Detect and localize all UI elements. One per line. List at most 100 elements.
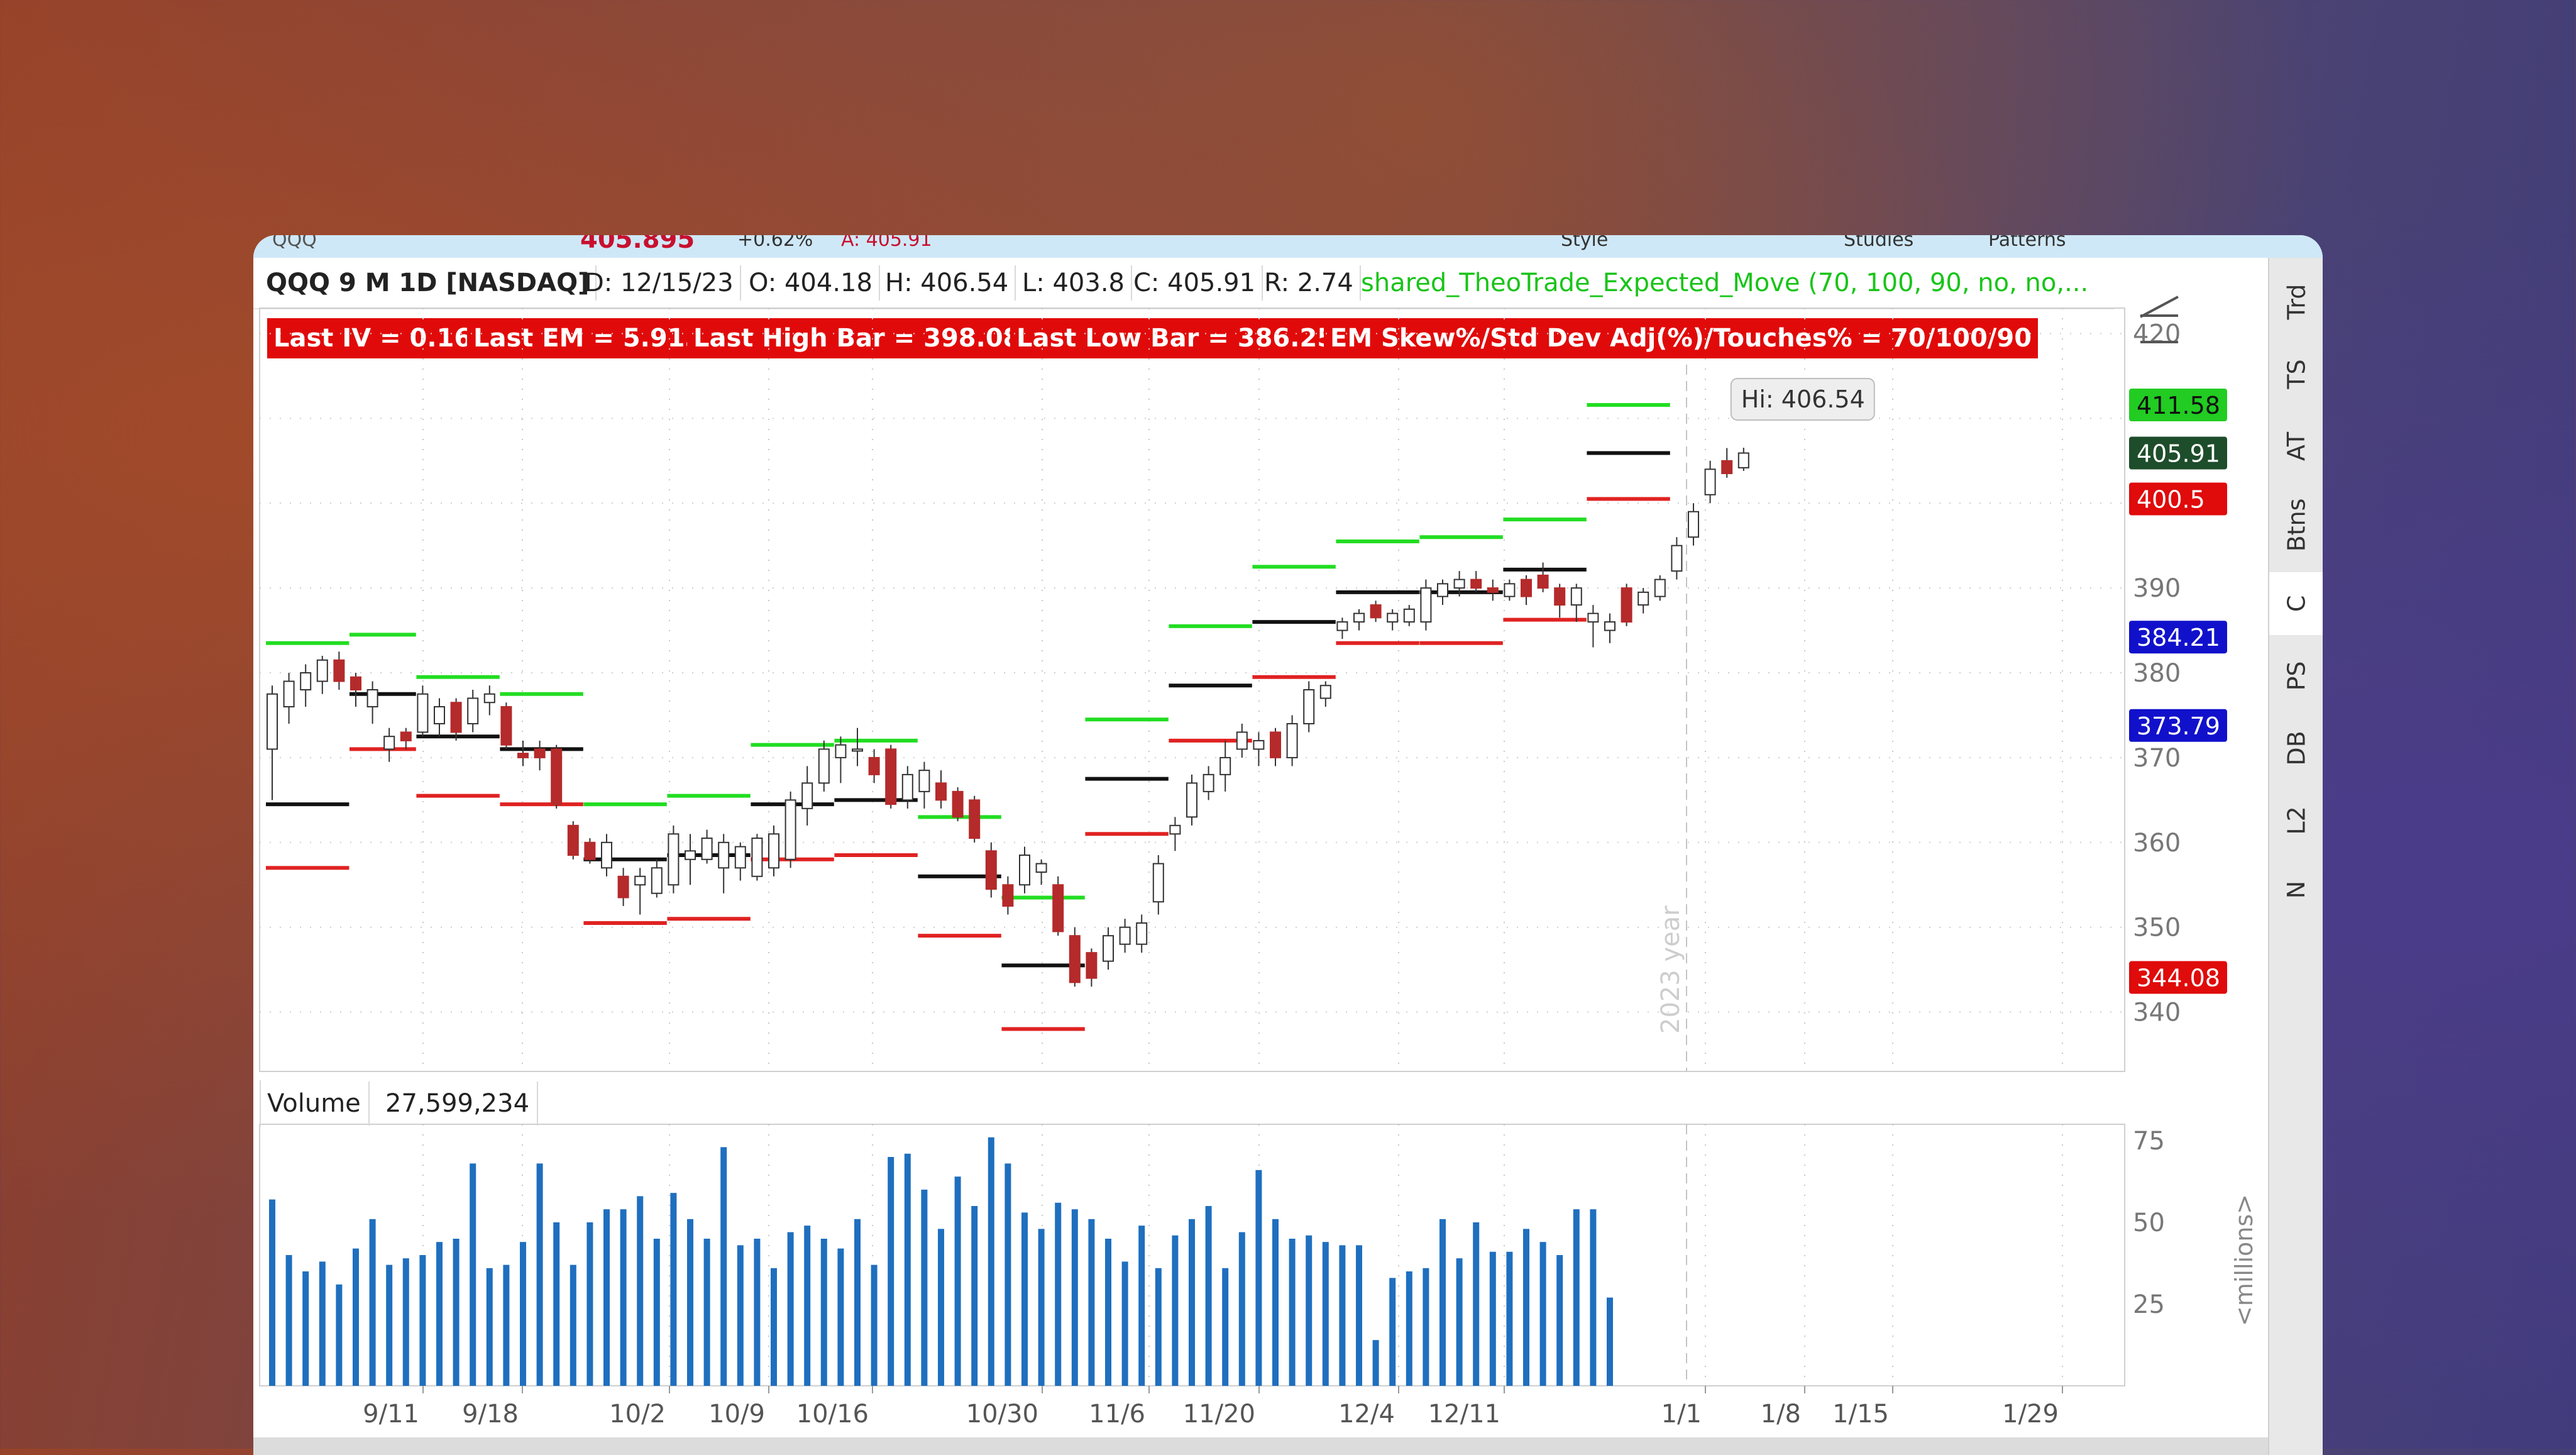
chart-canvas[interactable]: 9/11 9/18 10/2 10/9 10/16 10/30 11/6 11/20 12/4 1… (253, 235, 2268, 1455)
volume-bar (470, 1163, 476, 1386)
candle-body (333, 659, 345, 682)
tab-ts[interactable]: TS (2269, 343, 2323, 406)
price-badge-label: 400.5 (2137, 486, 2205, 514)
candle-body (1152, 863, 1164, 903)
volume-value: 27,599,234 (378, 1082, 539, 1126)
volume-bar (586, 1222, 593, 1386)
candle-body (734, 846, 746, 869)
x-tick-label: 10/16 (796, 1400, 869, 1429)
volume-bar (771, 1268, 777, 1386)
volume-bar (603, 1209, 610, 1386)
volume-bar (1356, 1245, 1362, 1386)
side-tabs: Trd TS AT Btns C PS DB L2 N (2268, 258, 2323, 1455)
price-badge-label: 344.08 (2137, 965, 2220, 992)
high-readout: H: 406.54 (879, 265, 1016, 301)
hi-tooltip (1730, 378, 1875, 421)
volume-label: Volume (260, 1082, 370, 1126)
candle-body (1453, 578, 1465, 589)
candle-body (1370, 604, 1382, 619)
candle-body (1671, 545, 1683, 572)
tab-db[interactable]: DB (2269, 717, 2323, 780)
candle-body (901, 773, 913, 801)
volume-tick-label: 50 (2133, 1209, 2165, 1237)
candle-body (1253, 739, 1265, 750)
x-tick-label: 12/11 (1428, 1400, 1500, 1429)
candle-body (483, 693, 495, 704)
tab-trd[interactable]: Trd (2269, 270, 2323, 333)
x-tick-label: 1/1 (1661, 1400, 1702, 1429)
tab-c[interactable]: C (2269, 572, 2323, 635)
candle-body (668, 833, 680, 886)
candle-body (1554, 587, 1566, 606)
candle-body (1654, 578, 1666, 597)
candle-body (417, 693, 429, 733)
x-tick-label: 1/8 (1761, 1400, 1801, 1429)
date-readout: D: 12/15/23 (578, 265, 741, 301)
horizontal-scrollbar[interactable] (253, 1437, 2268, 1455)
volume-bar (1189, 1219, 1195, 1386)
volume-bar (1573, 1209, 1580, 1386)
hi-tooltip-label: Hi: 406.54 (1741, 385, 1865, 413)
candle-body (300, 672, 312, 690)
chart-window: QQQ 405.895 +0.62% A: 405.91 Style Studi… (253, 235, 2323, 1455)
candle-body (1570, 587, 1582, 606)
x-tick-label: 10/9 (708, 1400, 765, 1429)
study-name[interactable]: shared_TheoTrade_Expected_Move (70, 100,… (1361, 268, 2089, 297)
candle-body (1270, 731, 1281, 758)
tab-n[interactable]: N (2269, 858, 2323, 921)
x-tick-label: 9/11 (363, 1400, 419, 1429)
volume-bar (1406, 1271, 1412, 1386)
candle-body (500, 705, 512, 746)
volume-bar (1038, 1229, 1045, 1386)
price-badge-label: 411.58 (2137, 392, 2220, 419)
candle-body (1737, 452, 1749, 468)
study-label-low-bar: Last Low Bar = 386.257 (1010, 318, 1358, 358)
price-badge (2129, 436, 2227, 470)
close-readout: C: 405.91 (1127, 265, 1263, 301)
candle-body (701, 838, 713, 860)
style-menu[interactable]: Style (1561, 235, 1609, 251)
volume-bar (1021, 1212, 1028, 1386)
range-readout: R: 2.74 (1258, 265, 1361, 301)
patterns-menu[interactable]: Patterns (1988, 235, 2066, 251)
price-tick-label: 360 (2133, 829, 2181, 858)
candle-body (1219, 756, 1231, 775)
symbol-label[interactable]: QQQ 9 M 1D [NASDAQ] (260, 265, 597, 301)
volume-bar (888, 1157, 894, 1386)
volume-bar (536, 1163, 543, 1386)
volume-bar (553, 1222, 560, 1386)
candle-body (551, 748, 563, 805)
candle-body (1721, 460, 1733, 475)
low-readout: L: 403.8 (1016, 265, 1132, 301)
tab-btns[interactable]: Btns (2269, 487, 2323, 563)
volume-bar (871, 1264, 878, 1386)
candle-body (952, 790, 964, 818)
volume-bar (1289, 1239, 1296, 1386)
tab-l2[interactable]: L2 (2269, 789, 2323, 852)
price-tick-label: 390 (2133, 574, 2181, 603)
volume-bar (1071, 1209, 1078, 1386)
volume-bar (1489, 1251, 1496, 1386)
volume-bar (520, 1242, 526, 1386)
candle-body (567, 824, 579, 856)
studies-menu[interactable]: Studies (1844, 235, 1914, 251)
symbol-field[interactable]: QQQ (272, 235, 317, 251)
candle-body (1604, 621, 1616, 631)
volume-bar (486, 1268, 493, 1386)
candle-body (283, 680, 295, 707)
candle-body (852, 748, 863, 752)
candle-body (534, 748, 546, 758)
tab-at[interactable]: AT (2269, 415, 2323, 478)
candle-body (366, 689, 378, 707)
volume-bar (402, 1258, 409, 1386)
volume-bar (703, 1239, 710, 1386)
candle-body (1403, 608, 1415, 623)
volume-bar (837, 1248, 844, 1386)
tab-ps[interactable]: PS (2269, 645, 2323, 707)
volume-bar (1005, 1163, 1011, 1386)
price-pane-border (259, 307, 2125, 1072)
candle-body (1136, 922, 1148, 945)
price-tick-label: 350 (2133, 914, 2181, 943)
candle-body (316, 659, 328, 682)
candle-body (1002, 884, 1014, 907)
